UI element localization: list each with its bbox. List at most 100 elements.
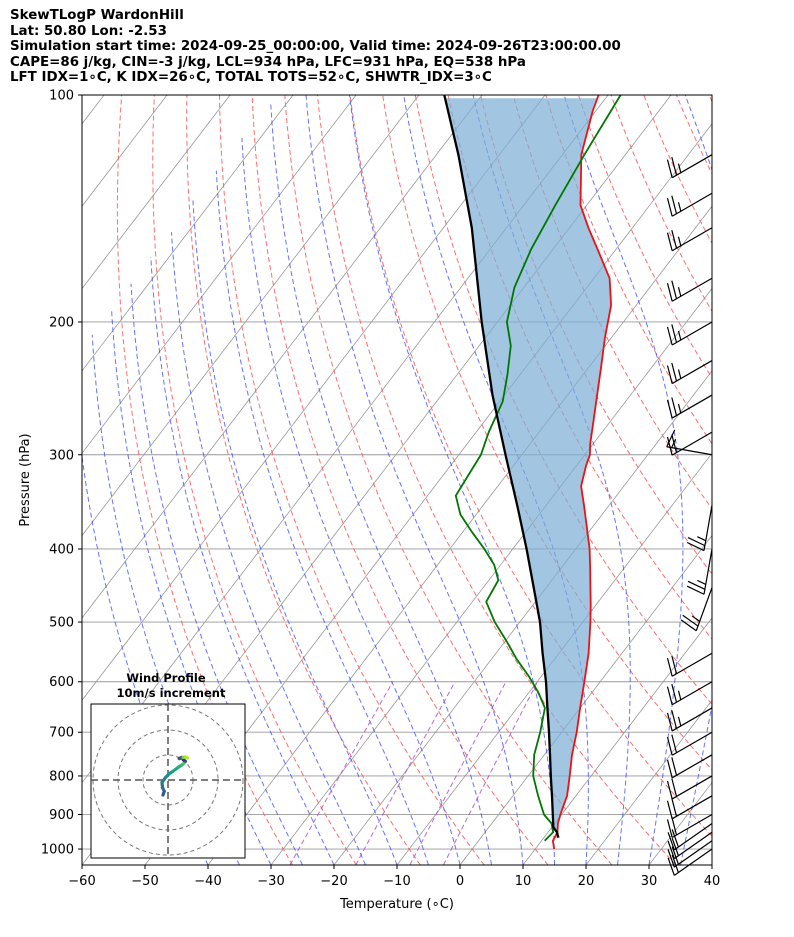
x-tick-label: −20 (320, 874, 347, 889)
wind-barb (667, 848, 713, 876)
y-tick-label: 500 (49, 616, 74, 631)
isotherm-line (775, 95, 794, 865)
wind-barb (666, 277, 713, 302)
moist-adiabat-line (680, 95, 712, 865)
y-tick-label: 700 (49, 726, 74, 741)
mixing-ratio-line (355, 681, 456, 865)
isotherm-line (82, 95, 357, 454)
isotherm-line (82, 95, 294, 372)
x-tick-label: −60 (68, 874, 95, 889)
simulation-times: Simulation start time: 2024-09-25_00:00:… (10, 39, 621, 55)
wind-barb (686, 548, 713, 595)
dry-adiabat-line (578, 95, 712, 379)
x-tick-label: 10 (515, 874, 532, 889)
parcel-line (443, 95, 560, 839)
moist-adiabat-line (744, 95, 794, 865)
y-tick-label: 1000 (41, 843, 74, 858)
x-tick-label: −50 (131, 874, 158, 889)
station-location: Lat: 50.80 Lon: -2.53 (10, 23, 167, 39)
wind-barb (667, 831, 713, 860)
dry-adiabat-line (675, 95, 712, 175)
stability-indices-1: CAPE=86 j/kg, CIN=-3 j/kg, LCL=934 hPa, … (10, 54, 526, 70)
wind-barb (666, 707, 713, 732)
y-tick-label: 300 (49, 448, 74, 463)
wind-barb (666, 227, 713, 252)
dry-adiabat-line (382, 95, 712, 771)
dry-adiabat-line (610, 95, 712, 313)
profile-lines (443, 95, 622, 850)
dry-adiabat-line (316, 95, 677, 865)
moist-adiabat-line (130, 283, 303, 865)
isotherm-line (585, 699, 712, 865)
isotherm-line (522, 617, 712, 865)
dewpoint-line (454, 95, 622, 842)
wind-barb (680, 587, 713, 632)
y-tick-label: 400 (49, 542, 74, 557)
cape-area (445, 98, 611, 834)
wind-barb (666, 321, 713, 346)
wind-barb (686, 505, 713, 552)
wind-barb (666, 394, 713, 419)
moist-adiabat-line (171, 232, 366, 865)
wind-barb (666, 154, 713, 179)
mixing-ratio-line (289, 681, 394, 865)
wind-barb (666, 795, 713, 820)
dry-adiabat-line (545, 95, 712, 445)
wind-barb (666, 360, 713, 385)
dry-adiabat-line (152, 95, 357, 865)
dry-adiabat-line (774, 95, 794, 865)
x-axis-ticks: −60 −50 −40 −30 −20 −10 0 10 20 30 40 (68, 865, 720, 889)
dry-adiabat-line (742, 95, 794, 865)
mixing-ratio-line (442, 681, 538, 865)
station-title: SkewTLogP WardonHill (10, 8, 184, 23)
isotherm-line (207, 205, 712, 865)
wind-barb (666, 775, 713, 800)
hodograph-segment (183, 755, 190, 760)
inset-subtitle: 10m/s increment (117, 686, 226, 700)
dry-adiabat-line (251, 95, 549, 865)
x-tick-label: −40 (194, 874, 221, 889)
isotherm-line (82, 95, 546, 701)
x-tick-label: −10 (383, 874, 410, 889)
y-tick-label: 200 (49, 315, 74, 330)
wind-barb (666, 652, 713, 677)
moist-adiabat-line (349, 95, 555, 865)
y-axis-ticks: 100 200 300 400 500 600 700 800 900 1000 (41, 89, 82, 858)
x-tick-label: 30 (641, 874, 658, 889)
dry-adiabat-line (708, 95, 712, 103)
y-tick-label: 900 (49, 808, 74, 823)
wind-barb (666, 731, 713, 756)
moist-adiabat-line (192, 200, 398, 865)
wind-barb (666, 681, 713, 706)
isotherm-line (82, 95, 105, 125)
isotherm-line (711, 864, 712, 865)
inset-title: Wind Profile (126, 671, 206, 685)
moist-adiabat-line (270, 101, 492, 865)
stability-indices-2: LFT IDX=1∘C, K IDX=26∘C, TOTAL TOTS=52∘C… (10, 70, 492, 86)
x-tick-label: 40 (704, 874, 721, 889)
x-axis-label: Temperature (∘C) (339, 897, 454, 912)
y-axis-label: Pressure (hPa) (18, 433, 33, 526)
y-tick-label: 100 (49, 89, 74, 104)
x-tick-label: 20 (578, 874, 595, 889)
moist-adiabat-line (711, 862, 712, 865)
wind-barb (666, 814, 713, 839)
isotherm-line (82, 95, 420, 537)
temperature-line (551, 95, 613, 850)
wind-profile-inset: Wind Profile 10m/s increment (90, 671, 246, 859)
moist-adiabat-line (150, 256, 335, 865)
isotherm-line (82, 95, 231, 290)
wind-barb (666, 431, 713, 456)
x-tick-label: 0 (456, 874, 464, 889)
wind-barb (666, 754, 713, 779)
isotherm-line (333, 370, 712, 865)
x-tick-label: −30 (257, 874, 284, 889)
y-tick-label: 600 (49, 675, 74, 690)
dry-adiabat-line (480, 95, 712, 575)
wind-barb (667, 823, 713, 851)
dry-adiabat-line (219, 95, 485, 865)
isotherm-line (82, 95, 483, 619)
moist-adiabat-line (305, 95, 524, 865)
moist-adiabat-line (215, 170, 429, 865)
